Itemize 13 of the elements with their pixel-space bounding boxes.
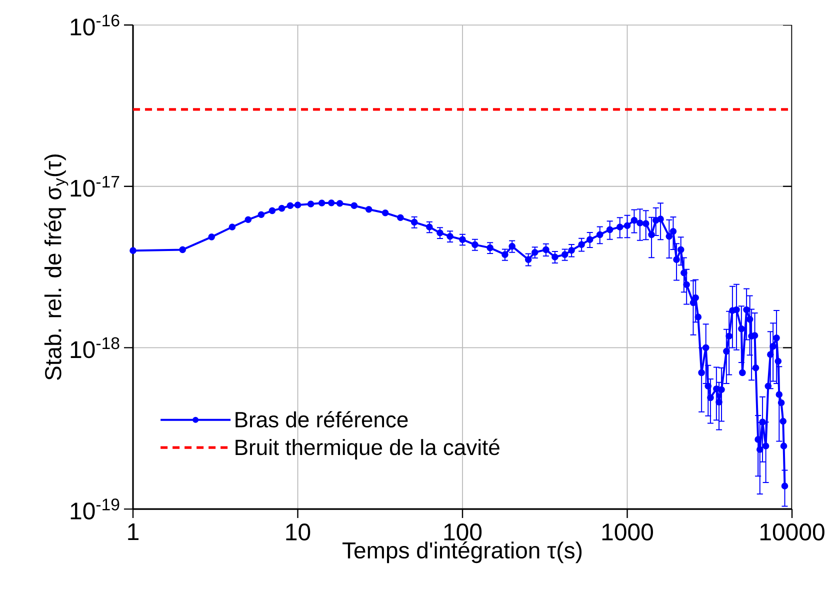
legend-label: Bras de référence <box>236 411 408 428</box>
y-axis-title: Stab. rel. de fréq σ$_{y}$(τ) <box>44 154 68 380</box>
x-tick-label: 10 <box>286 524 310 541</box>
x-tick-label: 100 <box>444 524 482 541</box>
y-tick-label: 10$^{-19}$ <box>70 498 120 520</box>
legend-label: Bruit thermique de la cavité <box>236 438 500 460</box>
y-tick-label: 10$^{-17}$ <box>70 176 120 197</box>
y-tick-label: 10$^{-18}$ <box>70 337 120 358</box>
x-axis-title: Temps d'intégration τ(s) <box>342 541 582 564</box>
x-tick-label: 10000 <box>760 524 824 541</box>
x-tick-label: 1 <box>128 524 138 540</box>
y-tick-label: 10$^{-16}$ <box>70 14 120 36</box>
x-tick-label: 1000 <box>602 524 653 541</box>
